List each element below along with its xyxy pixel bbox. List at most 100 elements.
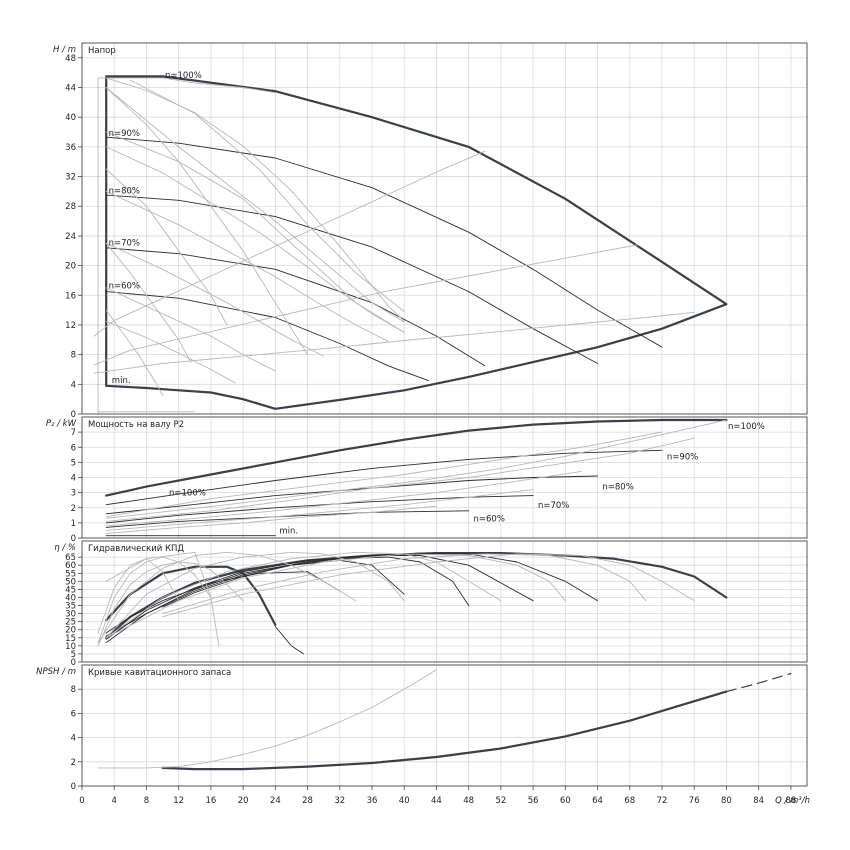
curve-label: n=70% <box>109 239 140 249</box>
series-line <box>105 291 429 382</box>
series-line <box>105 309 164 396</box>
series-line <box>97 561 244 647</box>
series-line <box>105 419 727 519</box>
x-tick-label: 52 <box>495 796 506 806</box>
series-line <box>105 287 276 372</box>
curve-label: n=80% <box>602 483 633 493</box>
y-tick-label: 2 <box>71 758 76 768</box>
y-axis-label: H / m <box>53 45 76 55</box>
series-line <box>105 449 663 506</box>
y-tick-label: 4 <box>71 474 76 484</box>
y-axis-label: η / % <box>54 543 76 553</box>
y-tick-label: 5 <box>71 458 76 468</box>
series-line <box>105 242 325 357</box>
y-tick-label: 20 <box>65 262 76 272</box>
series-line <box>105 131 405 333</box>
x-tick-label: 24 <box>270 796 281 806</box>
x-tick-label: 88 <box>785 796 796 806</box>
series-line <box>162 553 695 618</box>
y-tick-label: 16 <box>65 291 76 301</box>
series-line <box>97 556 212 644</box>
series-line <box>105 146 405 333</box>
y-tick-label: 15 <box>65 634 76 644</box>
x-tick-label: 76 <box>689 796 700 806</box>
series-line <box>105 470 582 527</box>
y-tick-label: 25 <box>65 618 76 628</box>
x-tick-label: 20 <box>238 796 249 806</box>
series-line <box>105 87 309 356</box>
y-tick-label: 32 <box>65 173 76 183</box>
panel-frame <box>81 42 808 415</box>
y-tick-label: 7 <box>71 428 76 438</box>
series-line <box>93 244 639 366</box>
series-line <box>105 551 405 639</box>
y-tick-label: 4 <box>71 380 76 390</box>
curve-label: n=100% <box>169 489 206 499</box>
y-tick-label: 55 <box>65 569 76 579</box>
x-tick-label: 64 <box>592 796 603 806</box>
y-tick-label: 48 <box>65 54 76 64</box>
x-tick-label: 16 <box>205 796 216 806</box>
x-tick-label: 0 <box>79 796 84 806</box>
panel-title: Напор <box>88 46 116 56</box>
x-axis-label: Q / m³/h <box>775 796 810 806</box>
y-tick-label: 44 <box>65 84 76 94</box>
x-tick-label: 40 <box>399 796 410 806</box>
y-tick-label: 0 <box>71 410 76 420</box>
series-line <box>105 87 405 323</box>
series-line <box>105 551 220 647</box>
series-line <box>105 431 663 518</box>
panel-title: Мощность на валу P2 <box>88 420 184 430</box>
curve-label: min. <box>279 526 298 536</box>
y-tick-label: 0 <box>71 534 76 544</box>
series-line <box>97 669 437 769</box>
grid <box>82 43 807 786</box>
y-tick-label: 8 <box>71 685 76 695</box>
series-line <box>105 505 437 534</box>
y-tick-label: 12 <box>65 321 76 331</box>
series-line <box>105 489 534 531</box>
panel-frame <box>81 416 808 539</box>
y-tick-label: 24 <box>65 232 76 242</box>
curve-label: n=100% <box>165 71 202 81</box>
curve-label: n=70% <box>538 501 569 511</box>
y-tick-label: 10 <box>65 642 76 652</box>
y-tick-label: 2 <box>71 504 76 514</box>
series-line <box>105 75 728 410</box>
series-line <box>105 136 663 348</box>
x-tick-label: 28 <box>302 796 313 806</box>
series-line <box>105 565 277 627</box>
y-tick-label: 65 <box>65 553 76 563</box>
x-tick-label: 12 <box>173 796 184 806</box>
y-axis-label: NPSH / m <box>36 667 76 677</box>
y-tick-label: 6 <box>71 709 76 719</box>
x-tick-label: 8 <box>144 796 149 806</box>
y-tick-label: 60 <box>65 561 76 571</box>
series-line <box>105 571 341 634</box>
series-line <box>105 418 728 497</box>
series-line <box>105 242 192 363</box>
series-line <box>97 77 276 415</box>
series-line <box>105 437 695 522</box>
y-tick-label: 1 <box>71 519 76 529</box>
x-tick-label: 80 <box>721 796 732 806</box>
x-tick-label: 60 <box>560 796 571 806</box>
series-line <box>105 194 599 364</box>
series-line <box>162 553 647 615</box>
x-tick-label: 48 <box>463 796 474 806</box>
y-tick-label: 30 <box>65 610 76 620</box>
y-axis-label: P₂ / kW <box>46 419 77 429</box>
series-line <box>274 626 304 655</box>
series-line <box>105 168 228 326</box>
y-tick-label: 40 <box>65 113 76 123</box>
curves <box>93 75 792 771</box>
chart-text: 04812162024283236404448n=100%n=90%n=80%n… <box>36 45 810 806</box>
y-tick-label: 45 <box>65 585 76 595</box>
y-tick-label: 6 <box>71 443 76 453</box>
x-tick-label: 72 <box>657 796 668 806</box>
panel-frame <box>81 664 808 787</box>
curve-label: n=100% <box>728 422 765 432</box>
curve-label: min. <box>112 376 131 386</box>
series-line <box>105 247 486 367</box>
